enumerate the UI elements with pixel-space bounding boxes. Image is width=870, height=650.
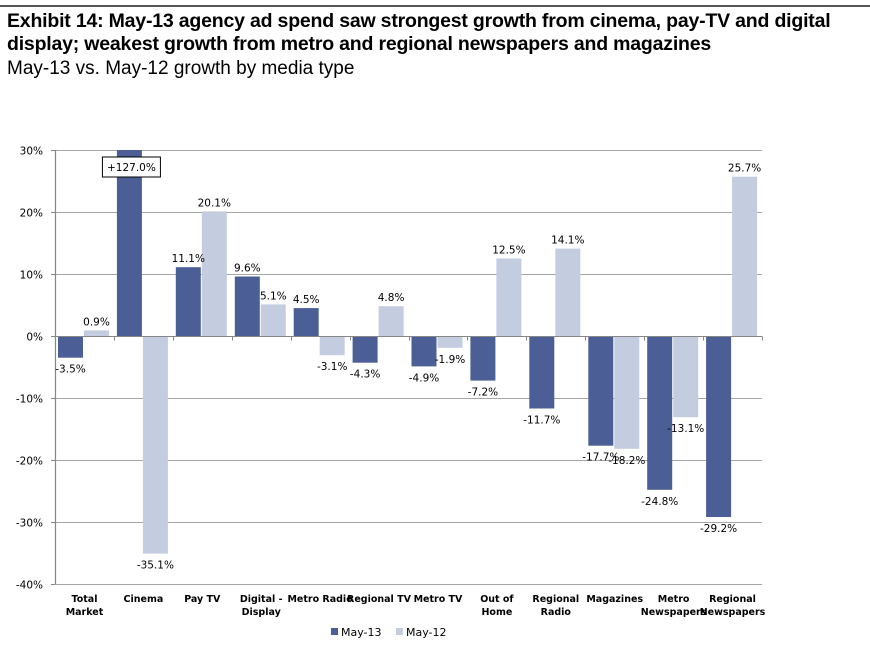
x-tick-label: Total: [72, 594, 98, 605]
bar-may-13: [352, 336, 378, 363]
y-tick-label: 20%: [20, 208, 43, 220]
bar-may-13: [116, 150, 142, 336]
bar-may-12: [437, 336, 463, 348]
bar-may-13: [470, 336, 496, 381]
annotation-box: [101, 156, 161, 178]
x-tick-label: Metro TV: [414, 594, 463, 605]
x-tick-label: Market: [66, 607, 104, 618]
x-tick-label: Newspapers: [641, 607, 707, 618]
data-label: -13.1%: [667, 423, 704, 435]
legend-swatch-may-12: [396, 628, 403, 635]
bar-may-12: [142, 336, 168, 554]
x-tick-label: Metro Radio: [287, 594, 353, 605]
y-tick-label: 0%: [26, 332, 43, 344]
data-label: -4.9%: [409, 372, 439, 384]
bar-may-12: [555, 248, 581, 336]
data-label: -24.8%: [641, 496, 678, 508]
bar-may-13: [175, 267, 201, 336]
bar-may-12: [201, 211, 227, 336]
x-tick-label: Display: [242, 607, 282, 618]
data-label: -7.2%: [468, 387, 498, 399]
top-rule: [0, 5, 870, 7]
bar-may-13: [234, 276, 260, 336]
data-label: 25.7%: [728, 163, 761, 175]
data-label: 0.9%: [83, 316, 110, 328]
data-label: -4.3%: [350, 369, 380, 381]
data-label: -1.9%: [435, 354, 465, 366]
bar-may-12: [673, 336, 699, 418]
x-tick-label: Cinema: [124, 594, 164, 605]
bar-may-12: [84, 330, 109, 336]
x-tick-label: Newspapers: [700, 607, 766, 618]
legend-label: May-12: [406, 626, 447, 639]
data-label: 4.5%: [293, 294, 320, 306]
x-tick-label: Metro: [658, 594, 690, 605]
exhibit-subtitle: May-13 vs. May-12 growth by media type: [7, 58, 355, 79]
data-label: -29.2%: [700, 523, 737, 535]
x-tick-label: Radio: [541, 607, 572, 618]
bar-may-13: [529, 336, 555, 409]
y-tick-label: -20%: [16, 456, 43, 468]
data-label: -3.1%: [317, 361, 347, 373]
bar-may-13: [647, 336, 673, 490]
x-tick-label: Digital -: [240, 594, 283, 605]
bar-may-12: [496, 258, 522, 336]
data-label: -18.2%: [608, 455, 645, 467]
data-label: 11.1%: [172, 253, 205, 265]
data-label: 20.1%: [198, 197, 231, 209]
bar-may-13: [411, 336, 437, 367]
x-tick-label: Regional TV: [347, 594, 412, 605]
data-label: 12.5%: [492, 245, 525, 257]
x-tick-label: Out of: [480, 594, 514, 605]
data-label: -35.1%: [137, 560, 174, 572]
data-label: -3.5%: [55, 364, 85, 376]
bar-may-12: [378, 306, 404, 336]
bar-may-12: [319, 336, 345, 356]
bar-may-13: [58, 336, 83, 358]
data-label: +127.0%: [107, 162, 156, 174]
x-tick-label: Home: [481, 607, 512, 618]
bar-may-13: [706, 336, 732, 517]
y-tick-label: -40%: [16, 580, 43, 592]
x-tick-label: Magazines: [586, 594, 643, 605]
data-label: 4.8%: [378, 292, 405, 304]
data-label: 14.1%: [551, 235, 584, 247]
y-tick-label: -10%: [16, 394, 43, 406]
x-tick-label: Regional: [709, 594, 756, 605]
legend-label: May-13: [341, 626, 382, 639]
exhibit-title: Exhibit 14: May-13 agency ad spend saw s…: [7, 10, 831, 55]
data-label: -17.7%: [582, 452, 619, 464]
bar-may-13: [293, 308, 319, 336]
y-tick-label: 10%: [20, 270, 43, 282]
y-tick-label: -30%: [16, 518, 43, 530]
x-tick-label: Regional: [532, 594, 579, 605]
data-label: 5.1%: [260, 290, 287, 302]
legend-swatch-may-13: [331, 628, 338, 635]
data-label: 9.6%: [234, 263, 261, 275]
x-tick-label: Pay TV: [184, 594, 221, 605]
data-label: -11.7%: [523, 415, 560, 427]
bar-may-12: [732, 176, 758, 336]
y-tick-label: 30%: [20, 146, 43, 158]
bar-may-12: [260, 304, 286, 336]
bar-may-12: [614, 336, 640, 449]
bar-may-13: [588, 336, 614, 446]
